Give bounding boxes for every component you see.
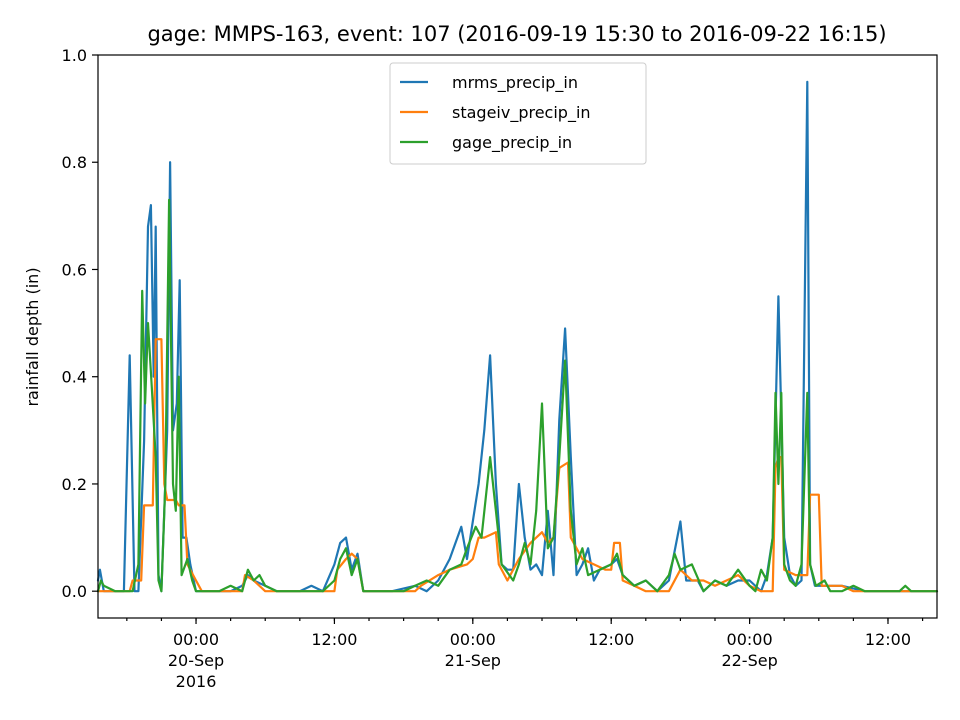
series-line-stageiv_precip_in [96,338,939,593]
x-tick-label: 22-Sep [721,651,777,670]
x-tick-label: 20-Sep [168,651,224,670]
chart-title: gage: MMPS-163, event: 107 (2016-09-19 1… [147,22,886,46]
y-tick-label: 0.0 [62,582,87,601]
legend-label-stageiv_precip_in: stageiv_precip_in [452,103,591,123]
legend-label-gage_precip_in: gage_precip_in [452,133,572,153]
x-tick-label: 21-Sep [445,651,501,670]
y-tick-label: 0.2 [62,475,87,494]
y-axis-label: rainfall depth (in) [23,267,42,406]
x-tick-label: 12:00 [311,630,357,649]
legend: mrms_precip_in stageiv_precip_in gage_prec… [389,62,647,165]
y-axis-ticks: 0.0 0.2 0.4 0.6 0.8 1.0 [62,46,98,601]
x-tick-label: 12:00 [865,630,911,649]
x-tick-label: 00:00 [727,630,773,649]
series-group [96,80,939,593]
x-tick-label: 12:00 [588,630,634,649]
x-tick-label: 00:00 [173,630,219,649]
series-line-gage_precip_in [96,198,939,593]
plot-frame [97,54,938,619]
y-tick-label: 0.8 [62,153,87,172]
y-tick-label: 0.4 [62,368,87,387]
x-tick-label: 00:00 [450,630,496,649]
legend-label-mrms_precip_in: mrms_precip_in [452,73,578,93]
y-tick-label: 0.6 [62,260,87,279]
y-tick-label: 1.0 [62,46,87,65]
x-axis-ticks: 00:00 20-Sep 2016 12:00 00:00 21-Sep 12:00 00:0… [126,618,924,691]
x-tick-label: 2016 [176,672,217,691]
legend-box [389,62,647,165]
